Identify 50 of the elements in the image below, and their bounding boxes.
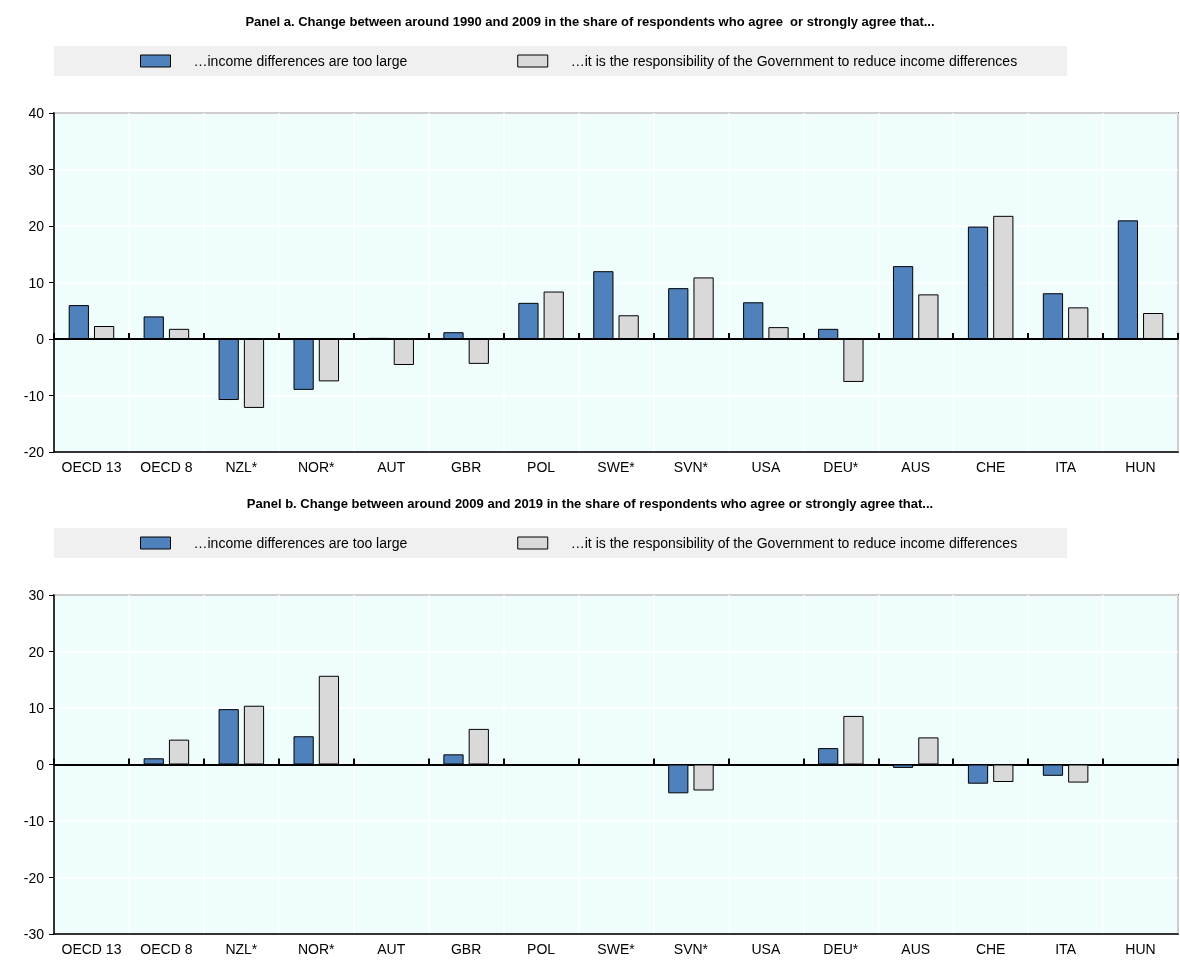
x-tick-label: AUT	[377, 941, 406, 957]
y-tick-label: -20	[23, 444, 45, 460]
x-tick-label: DEU*	[823, 459, 859, 475]
x-tick-label: NOR*	[297, 459, 336, 475]
x-tick-label: SWE*	[597, 459, 636, 475]
legend-label: …it is the responsibility of the Government to reduce income differences	[570, 53, 1018, 69]
x-tick-label: OECD 8	[140, 941, 193, 957]
x-tick-label: ITA	[1055, 459, 1077, 475]
y-tick-label: 10	[28, 274, 45, 291]
x-tick-label: USA	[751, 459, 781, 475]
x-tick-label: ITA	[1055, 941, 1077, 957]
x-tick-label: GBR	[450, 941, 482, 957]
y-tick-label: 20	[28, 218, 45, 234]
x-tick-label: CHE	[975, 941, 1006, 957]
y-tick-label: 20	[28, 643, 45, 660]
y-tick-label: -30	[23, 926, 45, 942]
legend-label: …income differences are too large	[193, 53, 408, 69]
x-tick-label: DEU*	[823, 941, 859, 957]
x-tick-label: GBR	[450, 459, 482, 475]
y-tick-label: -10	[23, 813, 45, 829]
y-tick-label: 0	[36, 756, 45, 773]
x-tick-label: AUS	[901, 459, 931, 475]
x-tick-label: NOR*	[297, 941, 336, 957]
x-tick-label: CHE	[975, 459, 1006, 475]
x-tick-label: SVN*	[673, 459, 709, 475]
y-tick-label: -20	[23, 869, 45, 886]
y-tick-label: 0	[36, 331, 45, 347]
y-tick-label: 30	[28, 161, 45, 178]
legend-label: …income differences are too large	[193, 535, 408, 551]
y-tick-label: 10	[28, 700, 45, 716]
x-tick-label: AUT	[377, 459, 406, 475]
x-tick-label: AUS	[901, 941, 931, 957]
y-tick-label: 40	[28, 105, 45, 121]
x-tick-label: HUN	[1125, 941, 1156, 957]
x-tick-label: NZL*	[225, 941, 258, 957]
x-tick-label: NZL*	[225, 459, 258, 475]
x-tick-label: POL	[527, 459, 556, 475]
legend-label: …it is the responsibility of the Government to reduce income differences	[570, 535, 1018, 551]
x-tick-label: USA	[751, 941, 781, 957]
x-tick-label: SVN*	[673, 941, 709, 957]
x-tick-label: SWE*	[597, 941, 636, 957]
x-tick-label: OECD 8	[140, 459, 193, 475]
y-tick-label: -10	[23, 387, 45, 404]
x-tick-label: OECD 13	[61, 941, 122, 957]
chart-title: Panel a. Change between around 1990 and 2009 in the share of respondents who agree or strongly agree that...	[245, 14, 935, 29]
x-tick-label: POL	[527, 941, 556, 957]
chart-title: Panel b. Change between around 2009 and 2019 in the share of respondents who agree or strongly agree that...	[246, 496, 934, 511]
x-tick-label: OECD 13	[61, 459, 122, 475]
y-tick-label: 30	[28, 587, 45, 603]
x-tick-label: HUN	[1125, 459, 1156, 475]
